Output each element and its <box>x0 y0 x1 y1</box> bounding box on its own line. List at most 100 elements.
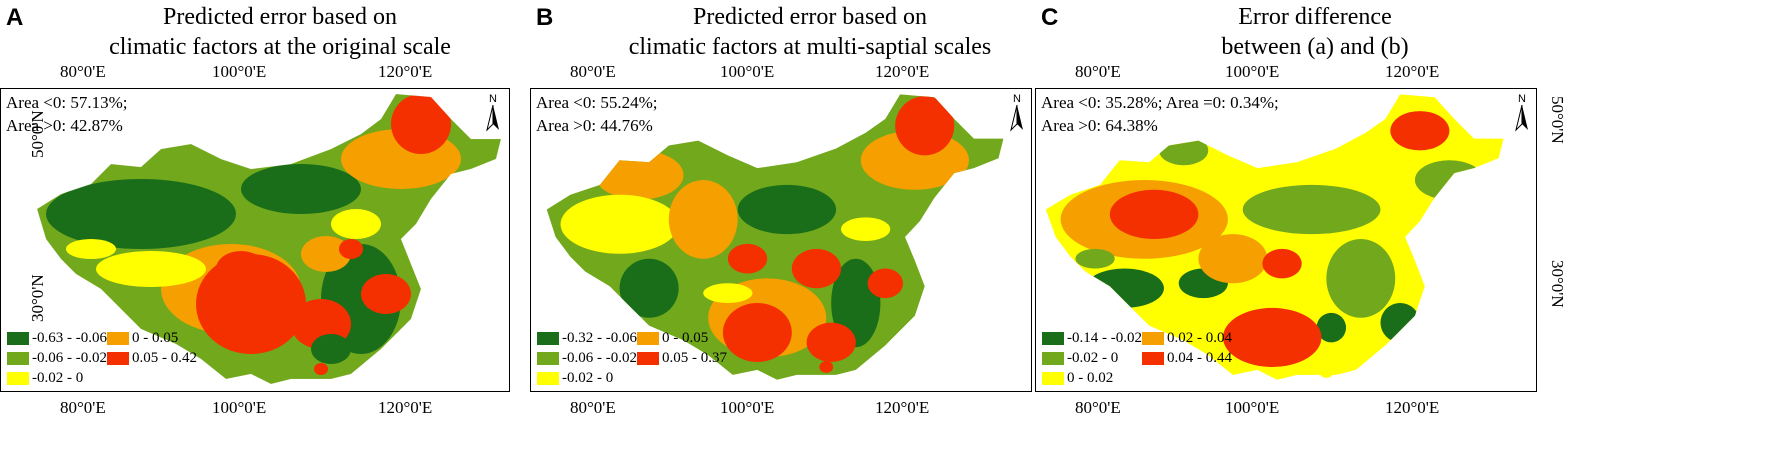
title-line-2: climatic factors at the original scale <box>109 34 451 60</box>
legend-label: 0.02 - 0.04 <box>1167 330 1232 346</box>
legend-swatch <box>1042 352 1064 365</box>
lon-tick-80-top: 80°0'E <box>570 62 616 81</box>
legend-item: 0 - 0.02 <box>1042 370 1113 387</box>
map-frame: Area <0: 57.13%; Area >0: 42.87% N -0.63… <box>0 88 510 392</box>
legend-label: -0.02 - 0 <box>32 370 84 386</box>
title-line-1: Predicted error based on <box>693 4 927 30</box>
legend-item: -0.02 - 0 <box>7 370 83 387</box>
title-line-1: Error difference <box>1238 4 1392 30</box>
china-error-map <box>36 93 502 385</box>
legend-label: -0.06 - -0.02 <box>32 350 107 366</box>
area-line-2: Area >0: 64.38% <box>1041 116 1158 135</box>
panel-letter: B <box>536 4 554 31</box>
legend-item: 0 - 0.05 <box>107 330 178 347</box>
north-arrow-icon: N <box>1515 93 1528 132</box>
legend-item: -0.06 - -0.02 <box>7 350 107 367</box>
panel-b: B Predicted error based on climatic fact… <box>530 0 1050 465</box>
legend-label: 0.05 - 0.37 <box>662 350 727 366</box>
legend-label: -0.14 - -0.02 <box>1067 330 1142 346</box>
area-stats: Area <0: 57.13%; Area >0: 42.87% <box>6 91 127 137</box>
panel-letter: C <box>1041 4 1059 31</box>
north-label: N <box>1013 93 1021 105</box>
lon-tick-80-bottom: 80°0'E <box>1075 398 1121 417</box>
legend-swatch <box>637 332 659 345</box>
area-line-1: Area <0: 55.24%; <box>536 93 658 112</box>
lon-tick-120-bottom: 120°0'E <box>875 398 930 417</box>
panel-letter: A <box>6 4 24 31</box>
legend-label: -0.02 - 0 <box>562 370 614 386</box>
lon-tick-120-top: 120°0'E <box>875 62 930 81</box>
north-label: N <box>1518 93 1526 105</box>
legend-swatch <box>7 352 29 365</box>
lon-tick-100-top: 100°0'E <box>1225 62 1280 81</box>
north-label: N <box>489 93 497 105</box>
title-line-2: climatic factors at multi-saptial scales <box>628 34 992 60</box>
lon-tick-80-bottom: 80°0'E <box>570 398 616 417</box>
area-line-1: Area <0: 57.13%; <box>6 93 128 112</box>
lon-tick-120-top: 120°0'E <box>1385 62 1440 81</box>
legend-item: -0.63 - -0.06 <box>7 330 107 347</box>
legend-swatch <box>107 352 129 365</box>
lat-tick-50: 50°0'N <box>1548 96 1567 144</box>
china-error-map <box>546 94 1004 380</box>
legend-swatch <box>537 372 559 385</box>
panel-a: A Predicted error based on climatic fact… <box>0 0 520 465</box>
legend-swatch <box>1142 352 1164 365</box>
panel-c: C Error difference between (a) and (b) 8… <box>1035 0 1567 465</box>
lon-tick-100-bottom: 100°0'E <box>720 398 775 417</box>
area-stats: Area <0: 55.24%; Area >0: 44.76% <box>536 91 657 137</box>
lon-tick-80-top: 80°0'E <box>60 62 106 81</box>
map-frame: Area <0: 35.28%; Area =0: 0.34%; Area >0… <box>1035 88 1537 392</box>
legend-swatch <box>7 332 29 345</box>
lon-tick-100-top: 100°0'E <box>212 62 267 81</box>
lon-tick-120-bottom: 120°0'E <box>1385 398 1440 417</box>
legend-label: -0.02 - 0 <box>1067 350 1119 366</box>
legend-swatch <box>537 332 559 345</box>
legend-swatch <box>1142 332 1164 345</box>
title-line-1: Predicted error based on <box>163 4 397 30</box>
north-arrow-icon: N <box>1010 93 1023 132</box>
lon-tick-120-bottom: 120°0'E <box>378 398 433 417</box>
legend-swatch <box>107 332 129 345</box>
lat-tick-30: 30°0'N <box>1548 260 1567 308</box>
area-line-2: Area >0: 44.76% <box>536 116 653 135</box>
lon-tick-100-top: 100°0'E <box>720 62 775 81</box>
legend-item: -0.14 - -0.02 <box>1042 330 1142 347</box>
china-error-map <box>1045 94 1504 380</box>
panel-title: Predicted error based on climatic factor… <box>40 2 520 62</box>
legend-label: -0.32 - -0.06 <box>562 330 637 346</box>
lon-tick-100-bottom: 100°0'E <box>1225 398 1280 417</box>
legend-item: 0.05 - 0.42 <box>107 350 197 367</box>
legend-label: 0 - 0.02 <box>1067 370 1114 386</box>
lat-tick-50-left: 50°0'N <box>28 110 47 158</box>
legend-item: 0.02 - 0.04 <box>1142 330 1232 347</box>
area-stats: Area <0: 35.28%; Area =0: 0.34%; Area >0… <box>1041 91 1279 137</box>
title-line-2: between (a) and (b) <box>1221 34 1409 60</box>
panel-title: Error difference between (a) and (b) <box>1075 2 1555 62</box>
legend-swatch <box>7 372 29 385</box>
area-line-2: Area >0: 42.87% <box>6 116 123 135</box>
legend-label: -0.06 - -0.02 <box>562 350 637 366</box>
legend-swatch <box>637 352 659 365</box>
lon-tick-80-top: 80°0'E <box>1075 62 1121 81</box>
legend-item: 0 - 0.05 <box>637 330 708 347</box>
legend-label: 0 - 0.05 <box>662 330 709 346</box>
legend-swatch <box>537 352 559 365</box>
legend-item: -0.02 - 0 <box>537 370 613 387</box>
legend-item: -0.02 - 0 <box>1042 350 1118 367</box>
legend-item: -0.06 - -0.02 <box>537 350 637 367</box>
lon-tick-100-bottom: 100°0'E <box>212 398 267 417</box>
legend-label: 0 - 0.05 <box>132 330 179 346</box>
area-line-1: Area <0: 35.28%; Area =0: 0.34%; <box>1041 93 1279 112</box>
legend-label: -0.63 - -0.06 <box>32 330 107 346</box>
panel-title: Predicted error based on climatic factor… <box>570 2 1050 62</box>
lon-tick-120-top: 120°0'E <box>378 62 433 81</box>
legend-item: 0.04 - 0.44 <box>1142 350 1232 367</box>
legend-item: 0.05 - 0.37 <box>637 350 727 367</box>
legend-swatch <box>1042 372 1064 385</box>
map-frame: Area <0: 55.24%; Area >0: 44.76% N -0.32… <box>530 88 1032 392</box>
legend-swatch <box>1042 332 1064 345</box>
lat-tick-30-left: 30°0'N <box>28 274 47 322</box>
legend-label: 0.05 - 0.42 <box>132 350 197 366</box>
legend-label: 0.04 - 0.44 <box>1167 350 1232 366</box>
